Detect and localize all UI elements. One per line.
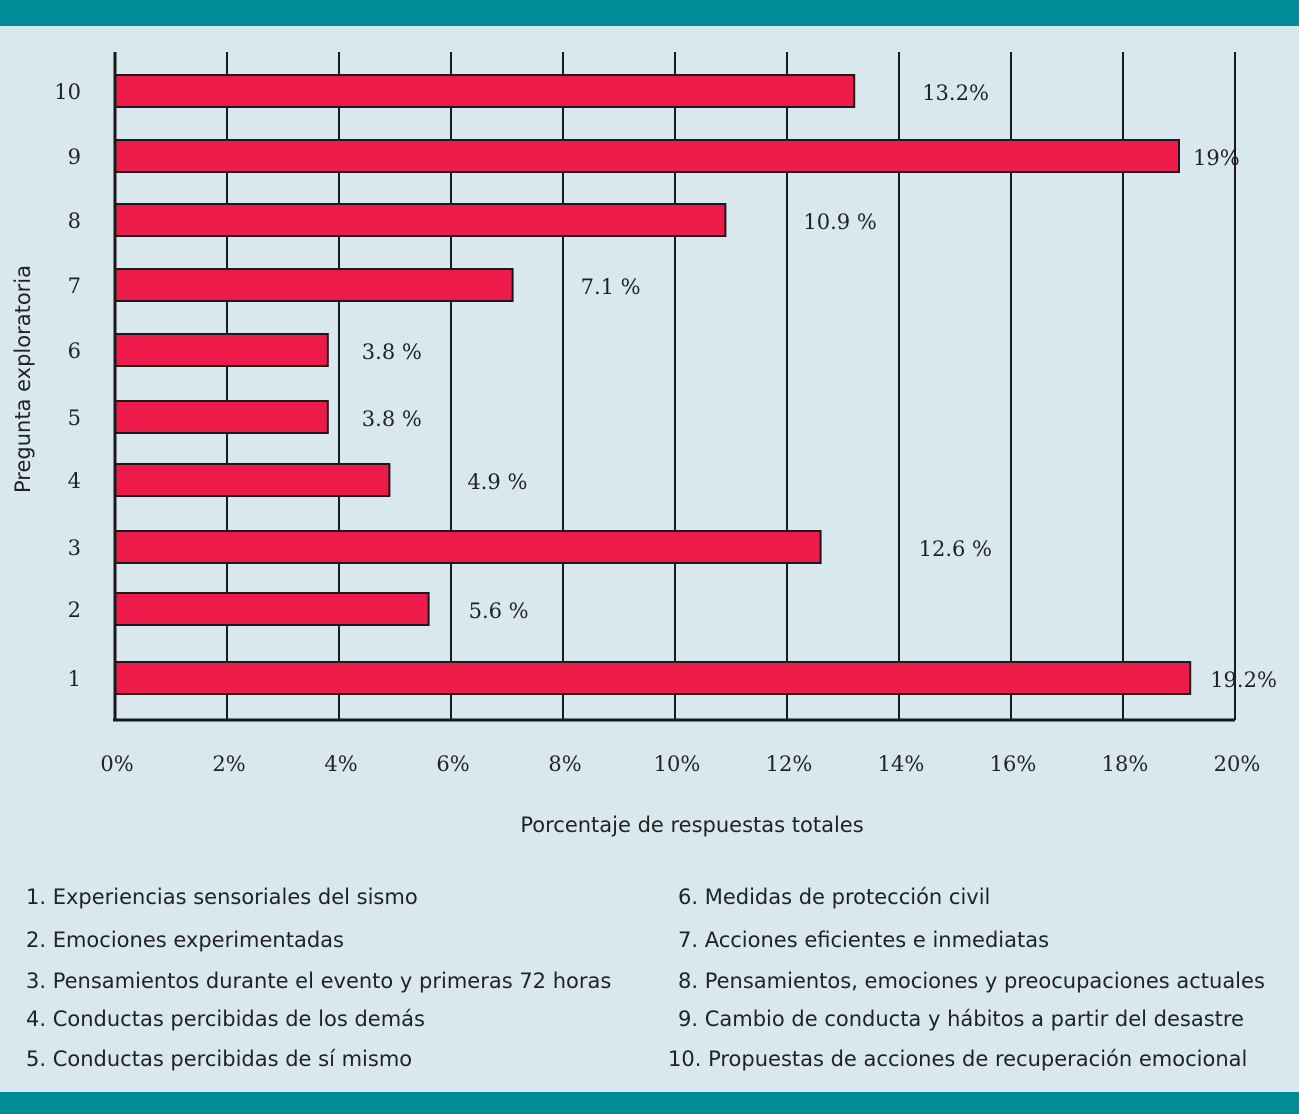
bar-4 — [114, 463, 391, 497]
value-label-9: 19% — [1193, 146, 1240, 170]
value-label-5: 3.8 % — [362, 407, 422, 431]
category-label-2: 2 — [68, 598, 81, 622]
category-label-3: 3 — [68, 536, 81, 560]
x-axis-title: Porcentaje de respuestas totales — [520, 813, 863, 837]
bar-10 — [114, 74, 856, 108]
bar-6 — [114, 333, 329, 367]
legend-item-3: 3. Pensamientos durante el evento y prim… — [26, 969, 612, 993]
x-tick-label-3: 6% — [436, 752, 469, 776]
bar-8 — [114, 203, 727, 237]
x-tick-label-2: 4% — [324, 752, 357, 776]
bar-chart: 10 9 8 7 6 5 4 3 2 1 13.2% 19% 10.9 % 7.1 % 3.8 % 3.8 %… — [11, 52, 1277, 837]
top-band — [0, 0, 1299, 26]
x-tick-label-7: 14% — [878, 752, 925, 776]
value-label-8: 10.9 % — [803, 210, 876, 234]
bar-1 — [114, 661, 1192, 695]
category-label-8: 8 — [68, 209, 81, 233]
value-label-10: 13.2% — [922, 81, 989, 105]
value-label-1: 19.2% — [1210, 668, 1277, 692]
category-label-5: 5 — [68, 406, 81, 430]
legend-item-6: 6. Medidas de protección civil — [678, 885, 991, 909]
x-tick-label-8: 16% — [990, 752, 1037, 776]
bar-2 — [114, 592, 430, 626]
bars — [114, 74, 1192, 695]
category-label-6: 6 — [68, 339, 81, 363]
value-label-3: 12.6 % — [919, 537, 992, 561]
category-label-1: 1 — [68, 667, 81, 691]
legend-item-7: 7. Acciones eficientes e inmediatas — [678, 928, 1050, 952]
category-label-9: 9 — [68, 145, 81, 169]
x-tick-label-4: 8% — [548, 752, 581, 776]
x-tick-label-9: 18% — [1102, 752, 1149, 776]
x-tick-label-1: 2% — [212, 752, 245, 776]
value-label-7: 7.1 % — [581, 275, 641, 299]
legend-item-10: 10. Propuestas de acciones de recuperaci… — [668, 1047, 1248, 1071]
legend-item-4: 4. Conductas percibidas de los demás — [26, 1007, 425, 1031]
legend-item-2: 2. Emociones experimentadas — [26, 928, 344, 952]
category-label-7: 7 — [68, 274, 81, 298]
x-tick-label-5: 10% — [654, 752, 701, 776]
bottom-band — [0, 1092, 1299, 1114]
labels: 10 9 8 7 6 5 4 3 2 1 13.2% 19% 10.9 % 7.1 % 3.8 % 3.8 %… — [54, 80, 1277, 776]
y-axis-title: Pregunta exploratoria — [11, 265, 35, 493]
x-tick-label-0: 0% — [100, 752, 133, 776]
bar-9 — [114, 139, 1180, 173]
legend-item-1: 1. Experiencias sensoriales del sismo — [26, 885, 418, 909]
legend-item-5: 5. Conductas percibidas de sí mismo — [26, 1047, 413, 1071]
x-tick-label-6: 12% — [766, 752, 813, 776]
bar-5 — [114, 400, 329, 434]
category-label-10: 10 — [54, 80, 81, 104]
legend-item-8: 8. Pensamientos, emociones y preocupacio… — [678, 969, 1265, 993]
bar-7 — [114, 268, 514, 302]
value-label-2: 5.6 % — [469, 599, 529, 623]
value-label-4: 4.9 % — [467, 470, 527, 494]
bar-3 — [114, 530, 822, 564]
legend-item-9: 9. Cambio de conducta y hábitos a partir… — [678, 1007, 1244, 1031]
category-label-4: 4 — [68, 469, 81, 493]
value-label-6: 3.8 % — [362, 340, 422, 364]
x-tick-label-10: 20% — [1214, 752, 1261, 776]
axes — [113, 52, 1235, 722]
